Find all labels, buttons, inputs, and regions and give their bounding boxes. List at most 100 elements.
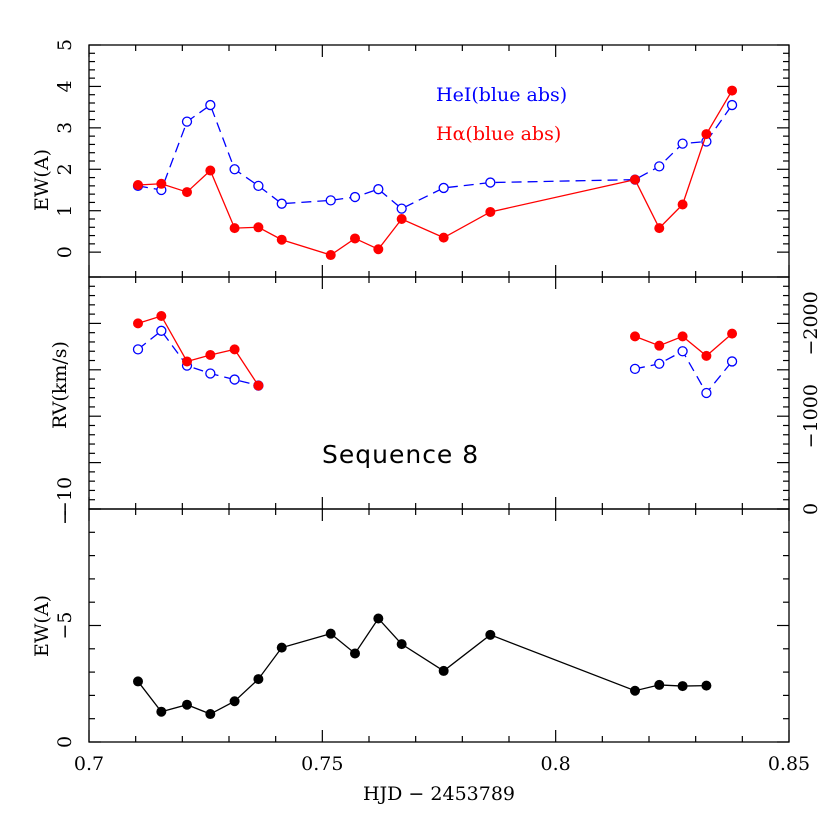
top-halpha-point xyxy=(205,165,216,176)
legend-halpha: Hα(blue abs) xyxy=(436,123,561,145)
top-halpha-point xyxy=(630,174,640,185)
top-halpha-point xyxy=(373,244,384,255)
middle-hei-line xyxy=(634,350,733,395)
middle-y-axis-label: RV(km/s) xyxy=(49,341,71,429)
middle-hei-point xyxy=(701,387,712,399)
middle-hei-point xyxy=(629,363,641,375)
top-hei-line xyxy=(137,104,733,210)
top-hei-point xyxy=(726,99,738,111)
bottom-ew-point xyxy=(276,642,287,653)
top-y-tick-label: 5 xyxy=(54,39,76,51)
bottom-ew-point xyxy=(396,639,407,650)
top-hei-point xyxy=(396,203,407,214)
top-y-tick-label: 0 xyxy=(54,246,76,258)
top-halpha-point xyxy=(229,223,240,234)
x-tick-label: 0.85 xyxy=(768,753,810,775)
middle-hei-point xyxy=(156,325,167,336)
top-hei-point xyxy=(205,99,216,111)
top-halpha-point xyxy=(677,199,688,210)
middle-halpha-point xyxy=(630,331,640,342)
top-y-axis-label: EW(A) xyxy=(31,149,53,211)
bottom-ew-point xyxy=(485,629,496,640)
bottom-ew-point xyxy=(325,628,336,639)
top-hei-point xyxy=(253,180,264,192)
top-hei-point xyxy=(229,164,240,175)
top-y-tick-label: 4 xyxy=(54,80,76,92)
bottom-ew-point xyxy=(205,709,216,720)
top-hei-point xyxy=(654,161,665,172)
top-halpha-point xyxy=(133,180,143,191)
bottom-y-tick-label: − xyxy=(54,509,76,525)
middle-halpha-point xyxy=(182,356,192,367)
bottom-y-axis-label: EW(A) xyxy=(31,595,53,657)
top-hei-point xyxy=(276,198,287,209)
middle-halpha-point xyxy=(133,318,143,329)
data-series xyxy=(132,85,738,720)
sequence-annotation: Sequence 8 xyxy=(322,440,479,469)
top-hei-point xyxy=(181,116,193,127)
legend-halpha-symbol: Hα xyxy=(436,123,466,145)
top-halpha-point xyxy=(727,85,738,96)
top-halpha-point xyxy=(654,223,665,234)
top-panel-frame xyxy=(88,44,790,278)
x-tick-label: 0.8 xyxy=(541,753,571,775)
bottom-ew-point xyxy=(350,648,360,659)
top-halpha-point xyxy=(396,214,407,224)
bottom-y-tick-label: −5 xyxy=(54,611,76,639)
x-tick-label: 0.7 xyxy=(74,753,104,775)
middle-halpha-point xyxy=(253,380,264,391)
middle-hei-point xyxy=(726,356,738,367)
top-hei-point xyxy=(349,191,361,203)
top-halpha-point xyxy=(325,250,336,261)
bottom-ew-point xyxy=(253,674,264,685)
middle-halpha-point xyxy=(205,349,216,360)
bottom-ew-point xyxy=(229,696,240,707)
legend-halpha-rest: (blue abs) xyxy=(465,123,561,145)
top-y-tick-label: 3 xyxy=(54,122,76,134)
top-halpha-point xyxy=(438,232,449,243)
top-hei-point xyxy=(485,177,496,188)
middle-right-tick-label: 0 xyxy=(800,503,822,515)
bottom-y-tick-label: 0 xyxy=(54,736,76,748)
middle-right-tick-label: −2000 xyxy=(800,291,822,355)
middle-left-tick-label: −10 xyxy=(54,477,76,517)
top-hei-point xyxy=(438,182,449,194)
middle-halpha-line xyxy=(137,315,259,386)
bottom-ew-point xyxy=(133,676,143,687)
tick-labels: 0.7 0.75 0.8 0.85 0 1 2 3 4 5 0 −1000 −2000 −10 0 −5 − xyxy=(54,39,822,775)
bottom-ew-point xyxy=(438,665,449,676)
top-hei-point xyxy=(677,138,688,149)
bottom-ew-point xyxy=(630,685,640,696)
x-tick-label: 0.75 xyxy=(301,753,343,775)
top-halpha-point xyxy=(350,233,360,244)
middle-panel-frame xyxy=(88,276,790,510)
middle-halpha-point xyxy=(701,350,712,361)
middle-hei-point xyxy=(677,346,688,357)
top-y-tick-label: 2 xyxy=(54,163,76,175)
top-halpha-point xyxy=(182,187,192,198)
bottom-ew-point xyxy=(156,706,167,717)
bottom-ew-point xyxy=(373,613,384,624)
top-hei-point xyxy=(373,184,384,195)
axis-ticks xyxy=(88,44,790,743)
top-y-tick-label: 1 xyxy=(54,205,76,217)
middle-hei-point xyxy=(132,344,144,355)
top-halpha-point xyxy=(701,129,712,140)
top-halpha-point xyxy=(485,206,496,217)
middle-hei-point xyxy=(229,374,240,385)
top-halpha-line xyxy=(137,90,733,256)
middle-halpha-point xyxy=(156,310,167,321)
middle-halpha-point xyxy=(727,328,738,339)
x-axis-label: HJD − 2453789 xyxy=(363,783,515,805)
middle-hei-point xyxy=(205,368,216,379)
middle-halpha-point xyxy=(654,340,665,351)
top-halpha-point xyxy=(156,178,167,189)
middle-right-tick-label: −1000 xyxy=(800,384,822,448)
top-hei-point xyxy=(325,195,336,206)
bottom-ew-point xyxy=(701,680,712,691)
middle-hei-point xyxy=(654,358,665,369)
legend-hei: HeI(blue abs) xyxy=(436,84,567,106)
bottom-ew-point xyxy=(182,699,192,710)
